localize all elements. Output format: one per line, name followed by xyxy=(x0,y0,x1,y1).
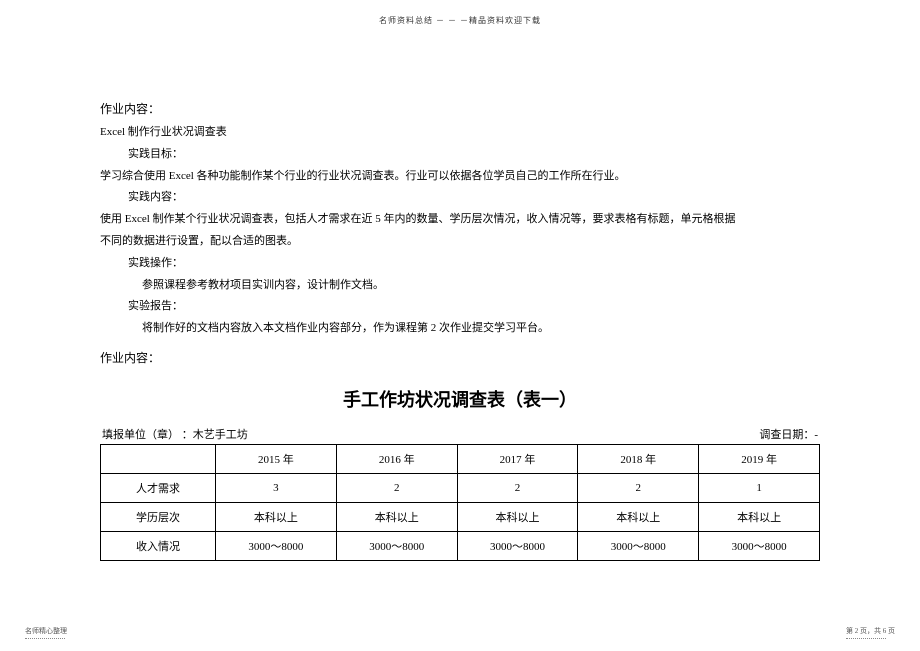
survey-table-title: 手工作坊状况调查表（表一） xyxy=(100,386,820,412)
data-cell: 3000～8000 xyxy=(216,531,337,560)
table-row: 收入情况3000～80003000～80003000～80003000～8000… xyxy=(101,531,820,560)
table-header-empty xyxy=(101,444,216,473)
data-cell: 1 xyxy=(699,473,820,502)
table-header-year: 2016 年 xyxy=(336,444,457,473)
table-meta-row: 填报单位（章） ：木艺手工坊 调查日期：- xyxy=(100,426,820,442)
table-header-year: 2015 年 xyxy=(216,444,337,473)
table-header-year: 2019 年 xyxy=(699,444,820,473)
survey-table: 2015 年2016 年2017 年2018 年2019 年人才需求32221学… xyxy=(100,444,820,561)
survey-date: 调查日期：- xyxy=(759,426,818,442)
data-cell: 3000～8000 xyxy=(336,531,457,560)
practice-goal-label: 实践目标： xyxy=(100,145,820,165)
data-cell: 本科以上 xyxy=(699,502,820,531)
practice-content-text-2: 不同的数据进行设置，配以合适的图表。 xyxy=(100,232,820,252)
exp-report-text: 将制作好的文档内容放入本文档作业内容部分，作为课程第 2 次作业提交学习平台。 xyxy=(100,319,820,339)
header-note: 名师资料总结 － － －精品资料欢迎下载 xyxy=(0,15,920,26)
assignment-content-title: 作业内容： xyxy=(100,100,820,117)
practice-op-label: 实践操作： xyxy=(100,254,820,274)
data-cell: 3000～8000 xyxy=(699,531,820,560)
row-label-cell: 收入情况 xyxy=(101,531,216,560)
table-header-year: 2017 年 xyxy=(457,444,578,473)
footer-right: 第 2 页，共 6 页 xyxy=(846,626,895,639)
assignment-content-title-2: 作业内容： xyxy=(100,349,820,366)
practice-goal-text: 学习综合使用 Excel 各种功能制作某个行业的行业状况调查表。行业可以依据各位… xyxy=(100,167,820,187)
row-label-cell: 人才需求 xyxy=(101,473,216,502)
data-cell: 3000～8000 xyxy=(457,531,578,560)
practice-op-text: 参照课程参考教材项目实训内容，设计制作文档。 xyxy=(100,276,820,296)
data-cell: 3000～8000 xyxy=(578,531,699,560)
table-row: 人才需求32221 xyxy=(101,473,820,502)
excel-line: Excel 制作行业状况调查表 xyxy=(100,123,820,143)
exp-report-label: 实验报告： xyxy=(100,297,820,317)
footer-left: 名师精心整理 xyxy=(25,626,67,639)
data-cell: 2 xyxy=(336,473,457,502)
practice-content-label: 实践内容： xyxy=(100,188,820,208)
data-cell: 本科以上 xyxy=(216,502,337,531)
report-unit: 填报单位（章） ：木艺手工坊 xyxy=(102,426,248,442)
table-header-year: 2018 年 xyxy=(578,444,699,473)
data-cell: 2 xyxy=(457,473,578,502)
practice-content-text-1: 使用 Excel 制作某个行业状况调查表，包括人才需求在近 5 年内的数量、学历… xyxy=(100,210,820,230)
data-cell: 3 xyxy=(216,473,337,502)
data-cell: 本科以上 xyxy=(457,502,578,531)
data-cell: 2 xyxy=(578,473,699,502)
data-cell: 本科以上 xyxy=(336,502,457,531)
data-cell: 本科以上 xyxy=(578,502,699,531)
table-row: 学历层次本科以上本科以上本科以上本科以上本科以上 xyxy=(101,502,820,531)
row-label-cell: 学历层次 xyxy=(101,502,216,531)
document-content: 作业内容： Excel 制作行业状况调查表 实践目标： 学习综合使用 Excel… xyxy=(100,100,820,561)
